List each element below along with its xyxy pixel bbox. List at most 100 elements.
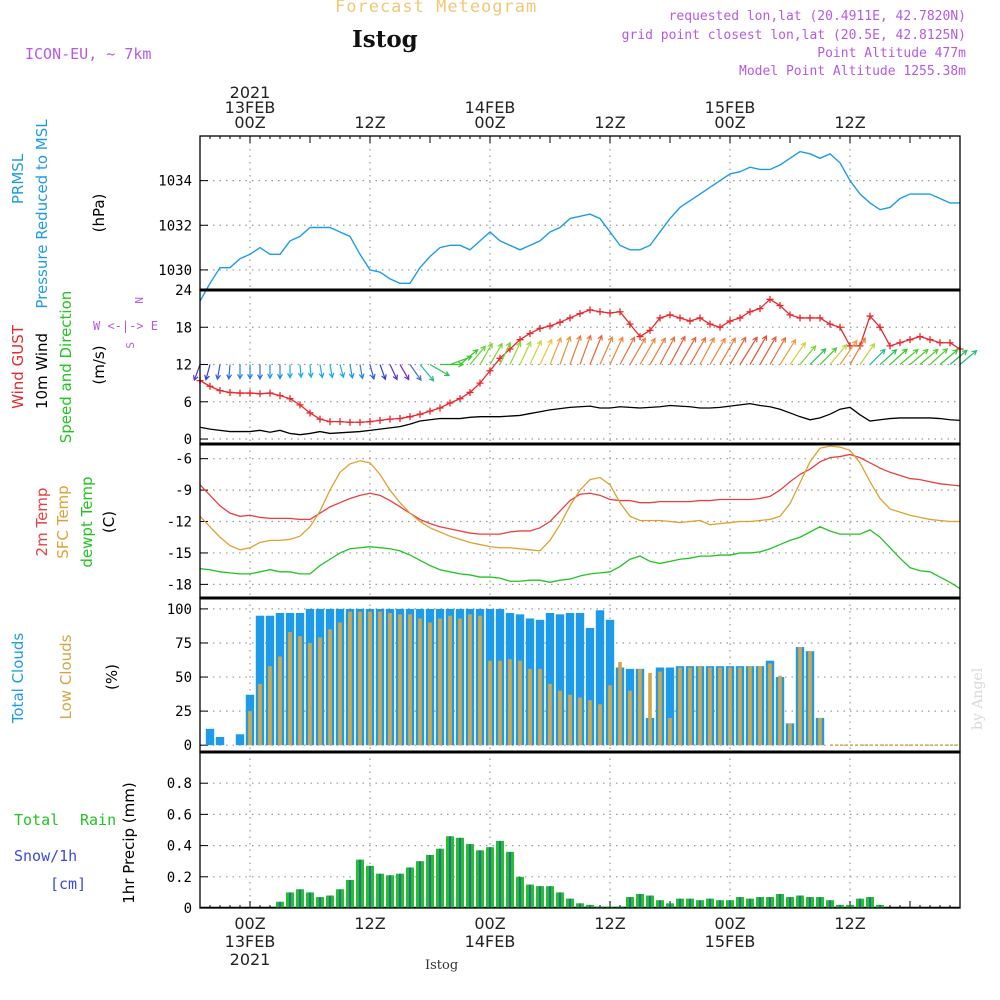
cloud-unit-label: (%) [103,664,121,690]
total-cloud-bar [205,728,215,746]
y-tick-label: 75 [175,636,192,652]
wind-direction-arrow [699,336,715,365]
total-cloud-bar [565,612,575,746]
temp-unit-label: (C) [100,511,118,533]
y-tick-label: -12 [167,515,192,531]
gust-marker [746,308,754,316]
snow-bar [639,893,641,908]
wind-direction-arrow [769,336,787,365]
snow-bar [859,898,861,908]
gust-marker [626,320,634,328]
top-time-label: 14FEB [465,98,516,117]
wind-direction-arrow [809,348,827,365]
y-tick-label: 50 [175,670,192,686]
bottom-time-label: 00Z [714,914,745,933]
gust-marker [566,314,574,322]
low-cloud-bar [558,690,562,746]
wind-direction-arrow [589,334,603,365]
snow-bar [289,892,291,908]
snow-bar [569,898,571,908]
low-cloud-bar [788,723,792,746]
snow-bar [349,879,351,908]
snow-bar [879,904,881,908]
snow-bar [619,906,621,908]
gust-marker [486,367,494,375]
wind-direction-arrow [247,364,253,380]
wind-direction-arrow [749,334,768,365]
gust-marker [396,415,404,423]
gust-marker [906,336,914,344]
low-cloud-bar [668,717,672,746]
snow-bar [729,900,731,908]
low-cloud-bar [578,697,582,746]
snow-bar [549,886,551,908]
wind-direction-arrow [559,335,572,365]
bottom-time-label: 00Z [474,914,505,933]
snow-unit-label: [cm] [50,875,86,893]
gust-marker [646,326,654,334]
bottom-time-label: 14FEB [465,932,516,951]
low-cloud-bar [428,622,432,746]
low-cloud-bar [638,668,642,746]
snow-bar [379,873,381,908]
wind-direction-arrow [709,337,726,365]
gust-marker [326,418,334,426]
low-cloud-bar [608,685,612,746]
wind-direction-arrow [729,336,747,365]
low-cloud-bar [448,615,452,746]
wind-direction-arrow [348,364,355,380]
low-cloud-bar [408,614,412,746]
low-cloud-bar [778,675,782,746]
total-cloud-bar [665,667,675,746]
top-time-label: 00Z [234,113,265,132]
wind-direction-arrow [419,364,435,382]
wind-direction-arrow [469,345,487,365]
wind-direction-arrow [192,364,201,382]
dewpt-temp-line [199,526,961,590]
wind-direction-arrow [829,343,848,365]
wind-direction-arrow [519,340,532,365]
snow-bar [749,898,751,908]
precip-unit-label: 1hr Precip (mm) [120,782,138,903]
gust-marker [346,418,354,426]
wind-direction-arrow [429,363,451,377]
total-cloud-bar [555,614,565,746]
snow-bar [399,873,401,908]
wind-direction-arrow [539,338,553,365]
wind-direction-arrow [267,364,273,380]
forecast-title: Forecast Meteogram [335,0,538,17]
wind-direction-arrow [609,336,624,365]
snow-bar [439,848,441,908]
snow-bar [669,903,671,908]
low-cloud-bar [488,660,492,746]
y-tick-label: -18 [167,577,192,593]
y-tick-label: 100 [167,602,192,618]
bottom-time-label: 12Z [834,914,865,933]
wind-direction-arrow [409,364,422,382]
snow-bar [469,844,471,908]
gust-marker [216,387,224,395]
snow-bar [689,898,691,908]
wind-direction-arrow [899,348,919,365]
y-tick-label: 0.2 [167,870,192,886]
snow-bar [789,897,791,908]
temp-2m-label: 2m Temp [33,488,51,557]
gust-marker [676,314,684,322]
low-cloud-bar [258,683,262,746]
wind-gust-label: Wind GUST [9,324,27,409]
snow-bar [499,840,501,908]
gust-marker [796,314,804,322]
gust-marker [306,409,314,417]
wind-direction-arrow [529,339,542,365]
total-cloud-bar [595,610,605,746]
gust-marker [466,388,474,396]
low-cloud-bar [468,614,472,746]
gust-marker [806,314,814,322]
wind-unit-label: (m/s) [90,345,108,384]
gust-marker [256,390,264,398]
y-tick-label: 0.6 [167,807,192,823]
gust-marker [376,416,384,424]
snow-bar [409,867,411,908]
snow-bar [739,897,741,908]
snow-label: Snow/1h [14,847,77,865]
